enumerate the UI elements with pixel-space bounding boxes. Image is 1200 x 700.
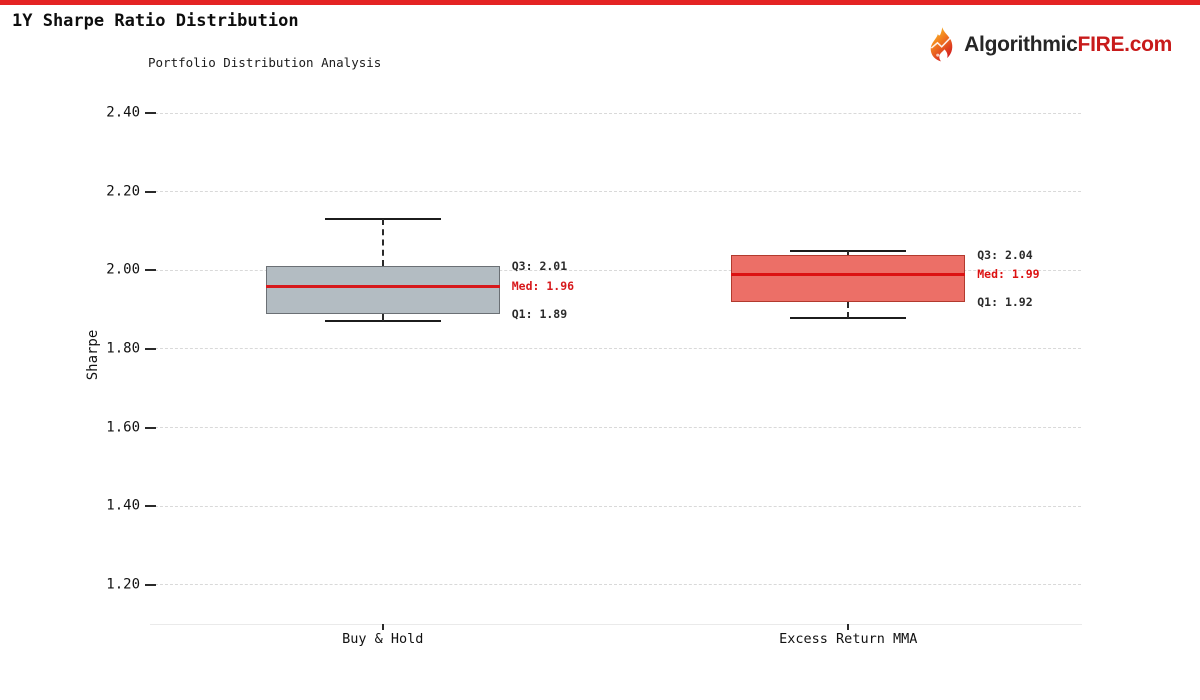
- whisker-stem-high-excess-return-mma: [847, 250, 850, 255]
- annotation-excess-return-mma-0: Q3: 2.04: [977, 247, 1033, 262]
- y-tick-mark: [145, 112, 156, 114]
- x-axis-line: [150, 624, 1082, 625]
- annotation-buy-hold-0: Q3: 2.01: [511, 259, 568, 274]
- annotation-buy-hold-2: Q1: 1.89: [511, 306, 568, 321]
- y-tick-mark: [145, 347, 156, 350]
- y-tick-label: 1.40: [106, 498, 140, 515]
- y-tick-label: 1.80: [106, 340, 140, 357]
- brand-logo[interactable]: AlgorithmicFIRE.com: [925, 26, 1172, 63]
- gridline: [150, 112, 1081, 114]
- gridline: [150, 269, 1081, 271]
- whisker-cap-low-buy-hold: [324, 320, 441, 323]
- brand-text-red: FIRE.com: [1077, 32, 1173, 56]
- flame-icon: [925, 26, 959, 63]
- brand-text-black: Algorithmic: [964, 32, 1078, 56]
- whisker-cap-low-excess-return-mma: [790, 316, 907, 319]
- y-tick-label: 2.40: [106, 104, 140, 121]
- page-title: 1Y Sharpe Ratio Distribution: [12, 11, 299, 31]
- x-tick-mark-buy-hold: [381, 624, 384, 630]
- y-tick-label: 1.20: [106, 576, 140, 593]
- y-tick-mark: [145, 426, 156, 429]
- y-tick-label: 1.60: [106, 419, 140, 436]
- whisker-stem-low-excess-return-mma: [847, 301, 850, 318]
- y-tick-label: 2.20: [106, 183, 140, 200]
- y-tick-mark: [145, 269, 156, 272]
- brand-wordmark: AlgorithmicFIRE.com: [964, 33, 1172, 57]
- x-tick-mark-excess-return-mma: [847, 624, 850, 630]
- annotation-excess-return-mma-2: Q1: 1.92: [977, 294, 1033, 309]
- box-buy-hold: [265, 266, 500, 314]
- gridline: [150, 427, 1081, 429]
- gridline: [150, 348, 1081, 350]
- gridline: [150, 191, 1081, 193]
- annotation-excess-return-mma-1: Med: 1.99: [977, 267, 1040, 282]
- y-tick-mark: [145, 505, 156, 508]
- y-tick-mark: [145, 190, 156, 193]
- x-axis-label-excess-return-mma: Excess Return MMA: [779, 631, 918, 647]
- x-axis-label-buy-hold: Buy & Hold: [342, 631, 424, 647]
- y-axis-label: Sharpe: [85, 329, 101, 381]
- box-excess-return-mma: [731, 254, 966, 302]
- whisker-stem-high-buy-hold: [381, 219, 384, 267]
- gridline: [150, 505, 1081, 507]
- y-tick-mark: [145, 583, 156, 586]
- chart-subtitle: Portfolio Distribution Analysis: [148, 55, 382, 70]
- whisker-stem-low-buy-hold: [381, 313, 384, 322]
- y-tick-label: 2.00: [106, 262, 140, 279]
- annotation-buy-hold-1: Med: 1.96: [511, 279, 575, 294]
- median-line-excess-return-mma: [731, 272, 966, 276]
- gridline: [150, 584, 1081, 586]
- top-accent-bar: [0, 0, 1200, 5]
- median-line-buy-hold: [265, 284, 500, 288]
